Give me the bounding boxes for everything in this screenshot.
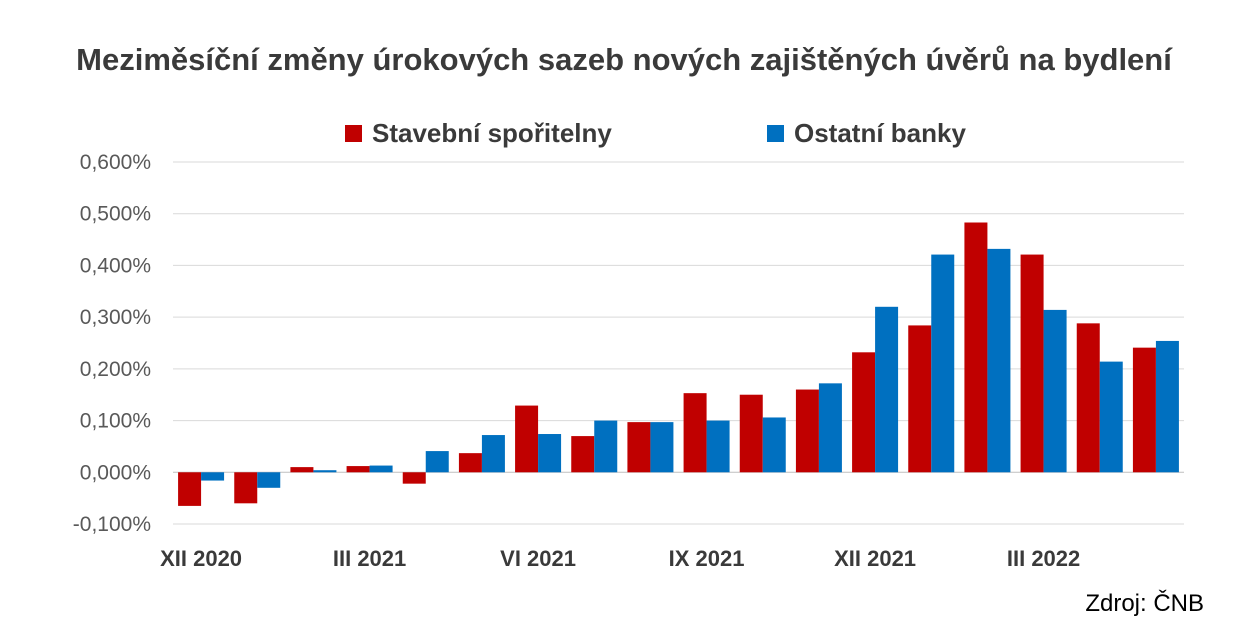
bar-series-2 [650, 422, 674, 473]
bar-series-1 [683, 393, 707, 473]
y-tick-label: 0,300% [80, 306, 151, 329]
y-tick-label: 0,600% [80, 151, 151, 174]
y-tick-label: -0,100% [73, 513, 151, 536]
bar-series-2 [987, 248, 1011, 473]
bar-series-2 [875, 306, 899, 473]
bar-series-2 [425, 451, 449, 473]
bar-series-2 [538, 434, 562, 473]
x-tick-label: XII 2021 [834, 546, 916, 571]
bar-series-2 [369, 465, 393, 473]
y-tick-label: 0,400% [80, 254, 151, 277]
x-tick-label: III 2022 [1007, 546, 1080, 571]
source-note: Zdroj: ČNB [1085, 590, 1204, 617]
bar-series-1 [458, 453, 482, 473]
x-tick-label: III 2021 [333, 546, 406, 571]
bar-series-1 [1076, 323, 1100, 473]
x-tick-label: IX 2021 [669, 546, 745, 571]
legend: Stavební spořitelny Ostatní banky [0, 118, 1248, 154]
bar-series-1 [346, 466, 370, 473]
bar-series-1 [178, 472, 202, 506]
bar-series-1 [852, 352, 876, 473]
x-tick-label: VI 2021 [500, 546, 576, 571]
bar-series-2 [931, 254, 955, 473]
y-tick-label: 0,100% [80, 410, 151, 433]
bar-series-2 [762, 417, 786, 473]
bar-series-2 [481, 435, 505, 473]
legend-swatch-series-1 [345, 125, 362, 142]
bar-series-1 [908, 325, 932, 473]
legend-label-series-2: Ostatní banky [794, 118, 966, 148]
legend-label-series-1: Stavební spořitelny [372, 118, 612, 148]
legend-swatch-series-2 [767, 125, 784, 142]
x-tick-label: XII 2020 [160, 546, 242, 571]
bar-series-1 [964, 222, 988, 473]
chart-title: Meziměsíční změny úrokových sazeb nových… [76, 42, 1172, 77]
bar-series-2 [818, 383, 842, 473]
bar-series-1 [795, 389, 819, 473]
bar-series-2 [706, 420, 730, 473]
bar-series-1 [515, 405, 539, 473]
bar-series-2 [1099, 361, 1123, 473]
legend-item-series-1: Stavební spořitelny [345, 118, 612, 149]
bar-series-2 [201, 472, 225, 481]
bar-series-1 [1132, 347, 1156, 473]
y-tick-label: 0,200% [80, 358, 151, 381]
bar-series-1 [571, 436, 595, 473]
y-tick-label: 0,500% [80, 203, 151, 226]
bar-series-2 [594, 420, 618, 473]
bar-series-1 [290, 467, 314, 473]
bar-series-1 [627, 422, 651, 473]
bar-series-2 [1155, 340, 1179, 473]
legend-item-series-2: Ostatní banky [767, 118, 966, 149]
bar-series-2 [313, 470, 337, 473]
bar-series-1 [1020, 254, 1044, 473]
bar-series-2 [1043, 309, 1067, 473]
y-tick-label: 0,000% [80, 461, 151, 484]
bar-series-1 [234, 472, 258, 504]
bar-series-2 [257, 472, 281, 488]
bar-series-1 [402, 472, 426, 484]
bar-series-1 [739, 394, 763, 473]
